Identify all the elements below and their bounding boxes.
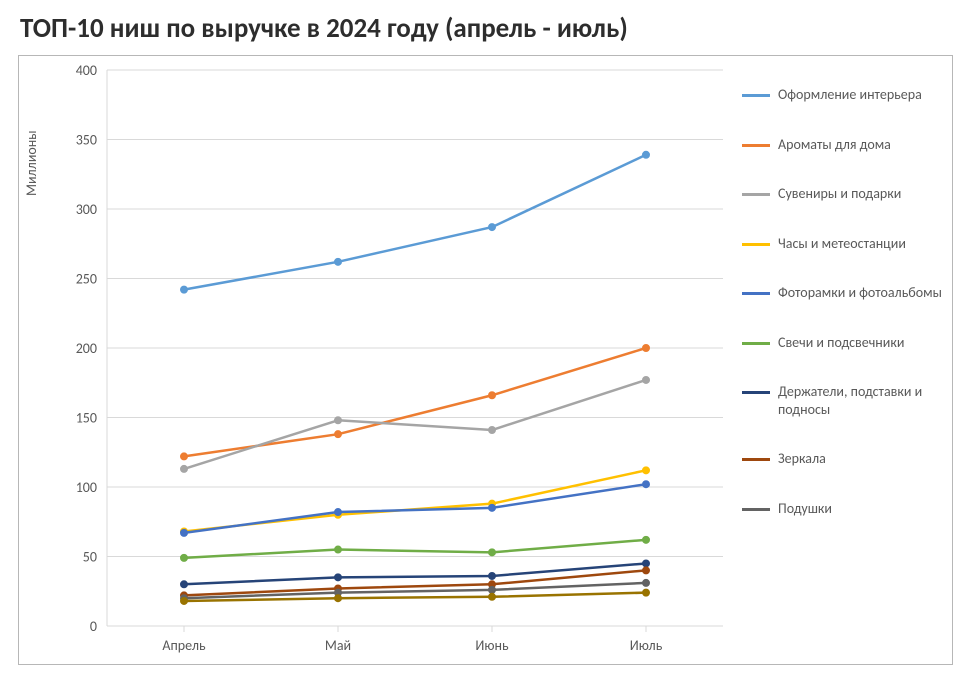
series-marker (335, 258, 342, 265)
y-tick-label: 300 (76, 201, 97, 218)
legend-label: Сувениры и подарки (778, 185, 901, 203)
legend-item: Подушки (742, 500, 942, 518)
legend-label: Ароматы для дома (778, 136, 891, 154)
series-marker (643, 579, 650, 586)
series-marker (181, 529, 188, 536)
series-marker (643, 467, 650, 474)
legend-label: Фоторамки и фотоальбомы (778, 284, 942, 302)
y-tick-label: 250 (76, 271, 97, 288)
legend-swatch (742, 458, 770, 461)
series-marker (181, 453, 188, 460)
series-marker (489, 504, 496, 511)
series-marker (643, 560, 650, 567)
legend-item: Держатели, подставки и подносы (742, 383, 942, 418)
series-marker (181, 554, 188, 561)
series-marker (643, 345, 650, 352)
legend-swatch (742, 342, 770, 345)
series-marker (335, 574, 342, 581)
y-tick-label: 400 (76, 62, 97, 79)
chart-frame: Миллионы 050100150200250300350400АпрельМ… (18, 55, 953, 665)
legend-swatch (742, 243, 770, 246)
series-line (184, 155, 646, 290)
series-marker (643, 376, 650, 383)
legend: Оформление интерьера Ароматы для дома Суве… (742, 86, 942, 549)
legend-item: Сувениры и подарки (742, 185, 942, 203)
x-tick-label: Июль (630, 637, 663, 654)
series-marker (489, 224, 496, 231)
legend-item: Часы и метеостанции (742, 235, 942, 253)
series-marker (335, 417, 342, 424)
y-tick-label: 200 (76, 340, 97, 357)
legend-label: Зеркала (778, 450, 826, 468)
series-marker (489, 392, 496, 399)
y-tick-label: 150 (76, 410, 97, 427)
legend-swatch (742, 391, 770, 394)
series-marker (489, 549, 496, 556)
series-marker (181, 465, 188, 472)
series-line (184, 380, 646, 469)
series-marker (181, 286, 188, 293)
legend-swatch (742, 508, 770, 511)
series-marker (489, 427, 496, 434)
series-marker (489, 572, 496, 579)
series-marker (335, 595, 342, 602)
y-tick-label: 100 (76, 479, 97, 496)
x-tick-label: Май (325, 637, 351, 654)
series-marker (643, 481, 650, 488)
series-marker (643, 151, 650, 158)
legend-swatch (742, 292, 770, 295)
legend-item: Оформление интерьера (742, 86, 942, 104)
series-marker (335, 431, 342, 438)
legend-label: Свечи и подсвечники (778, 334, 904, 352)
legend-item: Зеркала (742, 450, 942, 468)
series-marker (643, 567, 650, 574)
x-tick-label: Июнь (475, 637, 509, 654)
legend-label: Держатели, подставки и подносы (778, 383, 942, 418)
y-tick-label: 0 (90, 618, 97, 635)
legend-swatch (742, 144, 770, 147)
legend-item: Фоторамки и фотоальбомы (742, 284, 942, 302)
series-line (184, 563, 646, 584)
series-marker (643, 589, 650, 596)
legend-label: Оформление интерьера (778, 86, 922, 104)
x-tick-label: Апрель (162, 637, 206, 654)
series-marker (181, 597, 188, 604)
y-tick-label: 50 (83, 549, 97, 566)
legend-item: Ароматы для дома (742, 136, 942, 154)
legend-label: Подушки (778, 500, 832, 518)
legend-swatch (742, 193, 770, 196)
page-root: ТОП-10 ниш по выручке в 2024 году (апрел… (0, 0, 975, 673)
chart-title: ТОП-10 ниш по выручке в 2024 году (апрел… (20, 12, 957, 45)
series-marker (489, 586, 496, 593)
legend-swatch (742, 94, 770, 97)
series-marker (335, 546, 342, 553)
legend-label: Часы и метеостанции (778, 235, 906, 253)
series-marker (181, 581, 188, 588)
series-marker (489, 593, 496, 600)
series-marker (643, 536, 650, 543)
series-line (184, 540, 646, 558)
series-marker (335, 509, 342, 516)
legend-item: Свечи и подсвечники (742, 334, 942, 352)
y-tick-label: 350 (76, 132, 97, 149)
